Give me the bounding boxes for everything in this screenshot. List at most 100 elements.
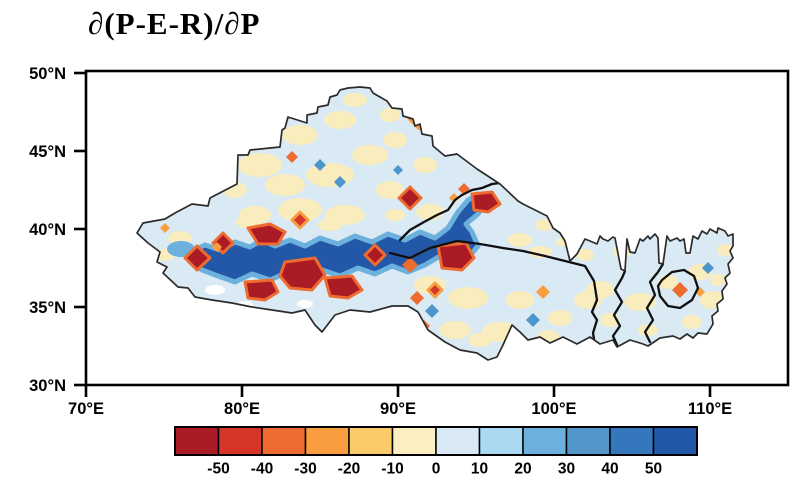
colorbar-segment xyxy=(261,426,307,456)
contour-patch xyxy=(702,262,714,274)
contour-patch xyxy=(383,132,407,148)
x-axis-tick-label: 70°E xyxy=(68,400,104,418)
x-axis-tick-label: 80°E xyxy=(224,400,260,418)
contour-patch xyxy=(413,157,437,173)
contour-patch xyxy=(717,244,733,256)
basin-boundary xyxy=(611,269,627,347)
contour-patch xyxy=(238,153,282,177)
contour-patch xyxy=(297,300,313,308)
contour-patch xyxy=(436,241,476,272)
y-axis-tick-label: 35°N xyxy=(29,299,66,317)
contour-patch xyxy=(410,340,430,350)
colorbar-tick-label: 20 xyxy=(514,461,531,477)
contour-patch xyxy=(536,285,550,299)
contour-patch xyxy=(215,158,235,172)
map-clipped-layer xyxy=(137,87,733,360)
map-layer xyxy=(136,86,734,361)
colorbar-segment xyxy=(304,426,350,456)
colorbar-tick-label: 0 xyxy=(432,461,441,477)
contour-patch xyxy=(638,324,658,336)
contour-patch xyxy=(168,231,192,245)
contour-patch xyxy=(183,244,212,272)
contour-patch xyxy=(528,246,552,258)
contour-patch xyxy=(286,151,298,163)
contour-patch xyxy=(343,93,367,107)
contour-patch xyxy=(682,315,702,329)
contour-patch xyxy=(468,333,492,347)
contour-patch xyxy=(160,223,170,233)
contour-patch xyxy=(393,165,403,175)
contour-patch xyxy=(300,89,320,101)
region-outline xyxy=(136,86,734,361)
colorbar-segment xyxy=(565,426,611,456)
contour-patch xyxy=(334,176,346,188)
contour-patch xyxy=(526,313,540,327)
contour-patch xyxy=(470,190,502,214)
contour-patch xyxy=(410,291,424,305)
contour-patch xyxy=(426,281,444,299)
x-axis-tick-label: 90°E xyxy=(380,400,416,418)
colorbar-border xyxy=(174,426,698,456)
y-axis-tick-label: 30°N xyxy=(29,377,66,395)
x-axis-tick-label: 100°E xyxy=(531,400,576,418)
contour-patch xyxy=(576,249,594,261)
colorbar-tick-label: -30 xyxy=(294,461,316,477)
colorbar-tick-label: -40 xyxy=(251,461,273,477)
contour-patch xyxy=(402,257,418,273)
contour-patch xyxy=(323,274,364,300)
contour-patch xyxy=(586,281,614,299)
contour-patch xyxy=(401,97,423,119)
contour-patch xyxy=(246,222,287,246)
contour-patch xyxy=(397,185,423,211)
contour-patch xyxy=(448,287,488,309)
colorbar-segment xyxy=(478,426,524,456)
contour-patch xyxy=(282,125,318,145)
contour-patch xyxy=(278,198,322,222)
basin-boundary xyxy=(388,239,599,341)
contour-patch xyxy=(363,243,387,267)
contour-patch xyxy=(439,321,471,339)
y-axis-tick-label: 45°N xyxy=(29,143,66,161)
contour-patch xyxy=(425,304,439,318)
colorbar-tick-label: 40 xyxy=(601,461,618,477)
colorbar-segment xyxy=(435,426,481,456)
contour-patch xyxy=(278,256,327,292)
contour-patch xyxy=(324,111,356,129)
map-base-fill xyxy=(137,87,733,360)
contour-patch xyxy=(672,282,688,298)
colorbar-segment xyxy=(348,426,394,456)
basin-boundary xyxy=(643,262,665,344)
contour-patch xyxy=(205,285,225,295)
chart-title: ∂(P-E-R)/∂P xyxy=(88,6,261,41)
basin-boundary xyxy=(398,181,502,242)
colorbar-tick-label: -10 xyxy=(381,461,403,477)
contour-patch xyxy=(508,233,532,247)
contour-patch xyxy=(314,159,326,171)
contour-patch xyxy=(548,310,572,326)
x-axis-tick-label: 110°E xyxy=(688,400,732,418)
contour-patch xyxy=(385,209,405,221)
contour-patch xyxy=(352,145,388,165)
contour-patch xyxy=(700,291,724,309)
contour-patch xyxy=(306,163,354,187)
contour-patch xyxy=(536,330,560,346)
colorbar-segment xyxy=(522,426,568,456)
contour-patch xyxy=(710,274,726,286)
contour-patch xyxy=(380,108,400,122)
colorbar-tick-label: -20 xyxy=(338,461,360,477)
colorbar-segment xyxy=(217,426,263,456)
contour-patch xyxy=(506,291,534,309)
colorbar-segment xyxy=(652,426,698,456)
contour-patch xyxy=(318,219,342,231)
contour-patch xyxy=(449,193,459,203)
contour-patch xyxy=(290,210,310,230)
colorbar-segment xyxy=(391,426,437,456)
contour-patch xyxy=(255,133,275,147)
colorbar-tick-label: 30 xyxy=(558,461,575,477)
contour-patch xyxy=(376,181,404,199)
y-axis-tick-label: 50°N xyxy=(29,65,66,83)
contour-patch xyxy=(265,174,305,196)
colorbar-segment xyxy=(174,426,220,456)
